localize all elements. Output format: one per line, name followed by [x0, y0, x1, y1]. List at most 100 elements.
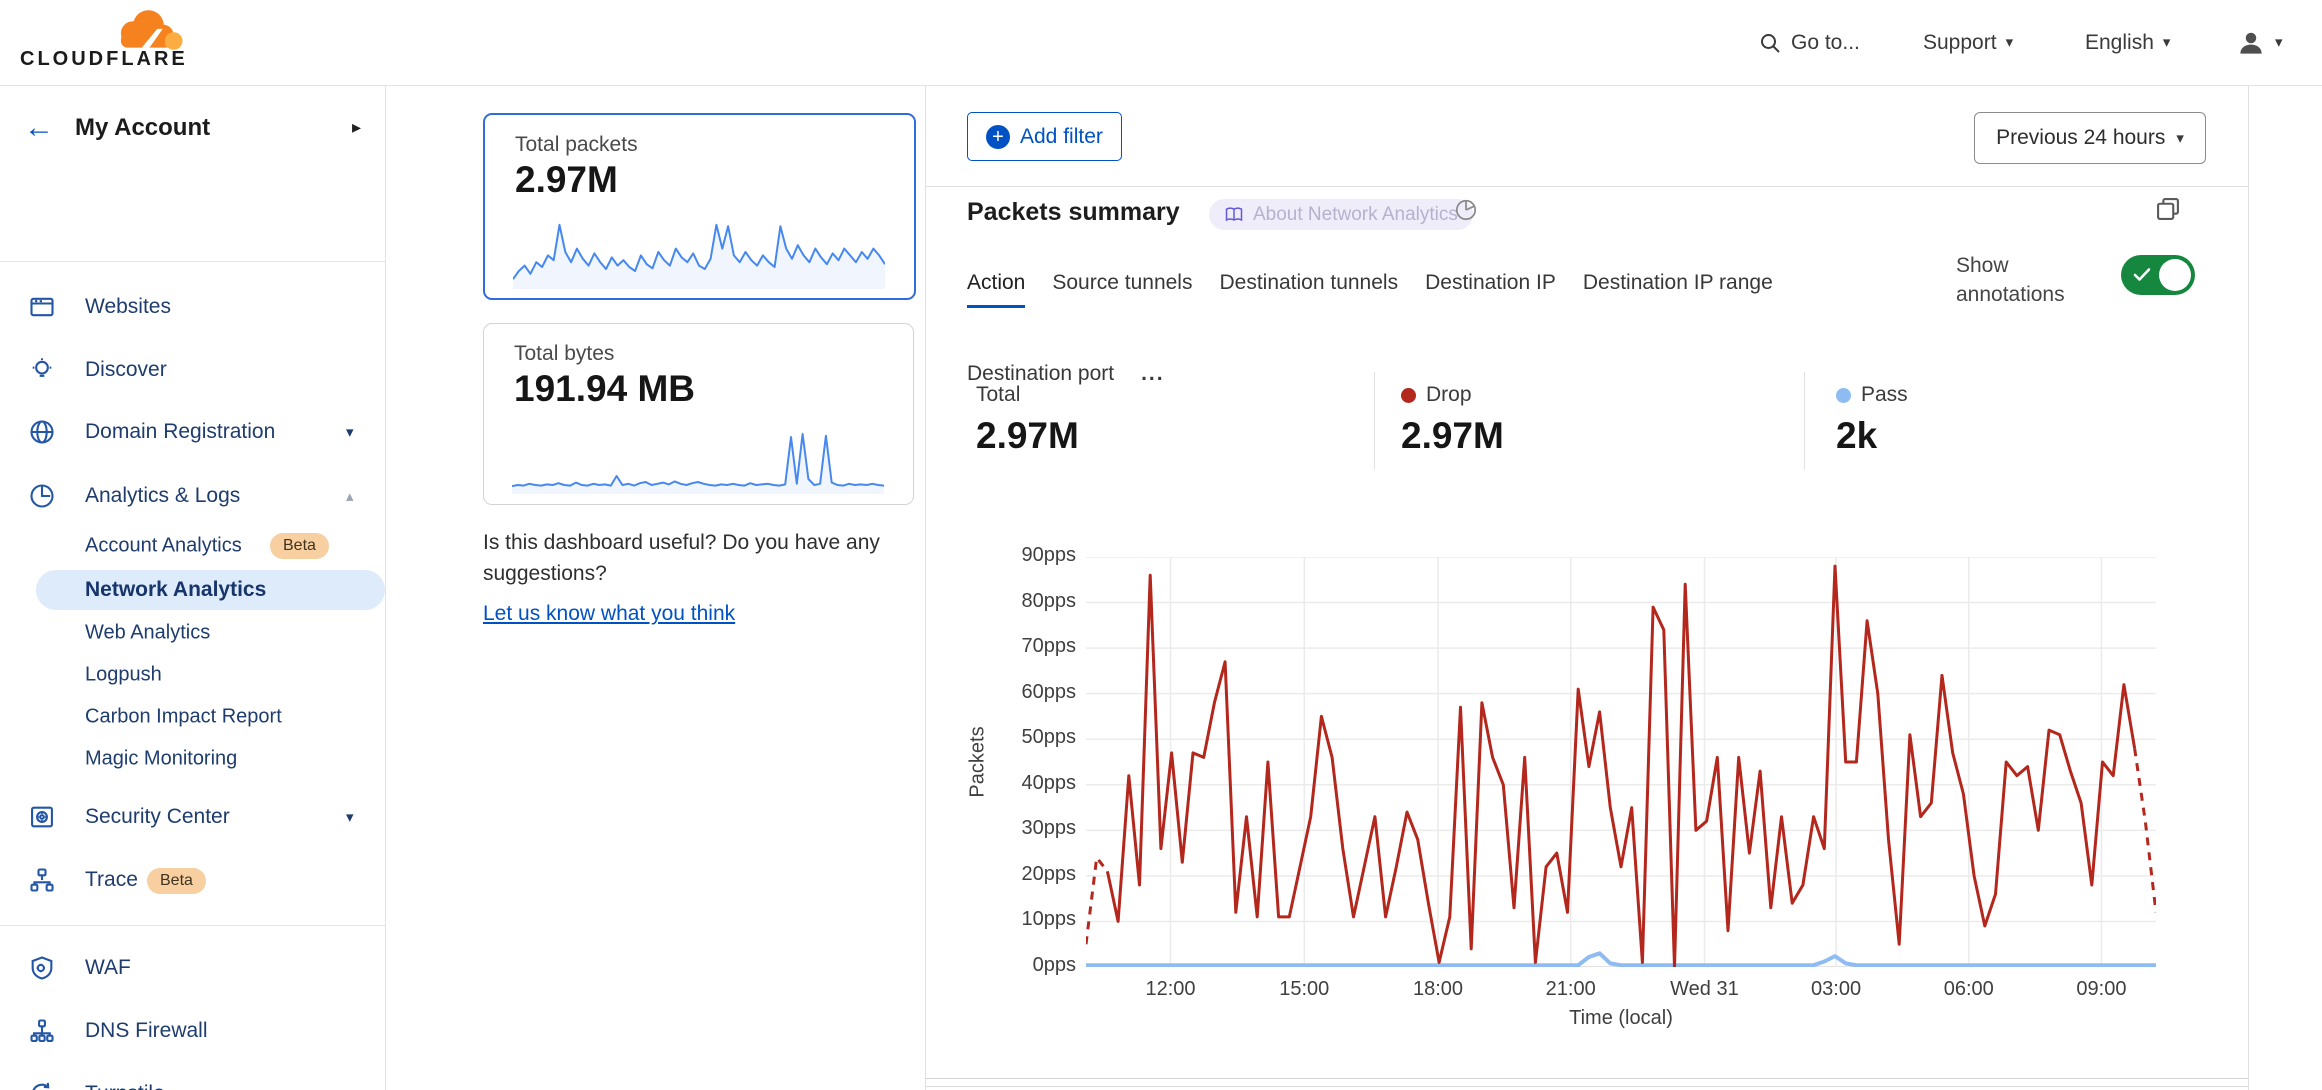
tab-action[interactable]: Action [967, 271, 1026, 308]
sidebar-item-label: Magic Monitoring [85, 747, 238, 770]
pie-chart-icon[interactable] [1453, 197, 1479, 223]
stat-total: Total 2.97M [976, 383, 1079, 457]
sidebar-item-magic-monitoring[interactable]: Magic Monitoring [0, 742, 384, 776]
x-tick: 21:00 [1545, 978, 1596, 1000]
divider [0, 925, 385, 926]
dimension-tabs-row2: Destination port ... [967, 362, 1165, 396]
support-menu[interactable]: Support ▾ [1923, 0, 2013, 85]
chart-plot-area[interactable] [1086, 557, 2156, 967]
tree-hierarchy-icon [30, 868, 54, 892]
account-header-row: ← My Account ▸ [0, 105, 385, 155]
stat-value: 2.97M [1401, 415, 1504, 456]
language-menu[interactable]: English ▾ [2085, 0, 2170, 85]
sidebar-item-logpush[interactable]: Logpush [0, 658, 384, 692]
divider [1804, 372, 1805, 470]
sidebar-item-trace[interactable]: Trace Beta [0, 857, 384, 903]
sidebar-item-label: Trace [85, 868, 138, 891]
feedback-text: Is this dashboard useful? Do you have an… [483, 527, 913, 629]
cloudflare-logo[interactable]: CLOUDFLARE [20, 6, 190, 78]
add-filter-button[interactable]: + Add filter [967, 112, 1122, 161]
sidebar-item-security-center[interactable]: Security Center ▾ [0, 794, 384, 840]
filter-toolbar: + Add filter Previous 24 hours ▾ [926, 85, 2248, 187]
plus-icon: + [986, 124, 1010, 149]
top-header: CLOUDFLARE Go to... Support ▾ English ▾ … [0, 0, 2322, 86]
packets-time-series-chart: Packets 90pps 80pps 70pps 60pps 50pps 40… [926, 520, 2248, 1040]
chevron-down-icon: ▾ [2162, 34, 2171, 51]
tab-destination-port[interactable]: Destination port [967, 362, 1115, 385]
expand-copy-icon[interactable] [2154, 195, 2182, 223]
total-packets-sparkline [513, 223, 885, 289]
sidebar-item-web-analytics[interactable]: Web Analytics [0, 616, 384, 650]
feedback-link[interactable]: Let us know what you think [483, 602, 736, 625]
sidebar-item-label: Discover [85, 358, 167, 381]
tab-destination-ip-range[interactable]: Destination IP range [1582, 271, 1773, 294]
sidebar-item-domain-registration[interactable]: Domain Registration ▾ [0, 409, 384, 455]
y-tick: 90pps [1021, 544, 1077, 566]
x-tick: 06:00 [1943, 978, 1994, 1000]
sidebar-item-label: Logpush [85, 663, 162, 686]
chevron-down-icon: ▾ [346, 809, 354, 826]
add-filter-label: Add filter [1020, 124, 1103, 148]
x-tick: Wed 31 [1670, 978, 1739, 1000]
total-packets-card[interactable]: Total packets 2.97M [483, 113, 916, 300]
y-tick: 70pps [1021, 635, 1077, 658]
sidebar-item-dns-firewall[interactable]: DNS Firewall [0, 1008, 384, 1054]
sidebar-item-websites[interactable]: Websites [0, 284, 384, 330]
panel-title: Packets summary [967, 198, 1180, 226]
y-tick: 0pps [1032, 954, 1076, 976]
sidebar-item-account-analytics[interactable]: Account Analytics Beta [0, 529, 384, 563]
chevron-up-icon: ▴ [346, 488, 354, 505]
sidebar-item-turnstile[interactable]: Turnstile [0, 1071, 384, 1090]
total-bytes-card[interactable]: Total bytes 191.94 MB [483, 323, 914, 505]
chevron-down-icon: ▾ [2176, 129, 2184, 147]
y-tick: 40pps [1021, 771, 1077, 794]
sidebar-item-analytics-logs[interactable]: Analytics & Logs ▴ [0, 473, 384, 519]
tab-more-ellipsis[interactable]: ... [1141, 362, 1165, 385]
divider [926, 1078, 2248, 1079]
tab-destination-tunnels[interactable]: Destination tunnels [1219, 271, 1399, 294]
sidebar-item-label: Turnstile [85, 1082, 165, 1090]
sidebar-item-carbon-impact-report[interactable]: Carbon Impact Report [0, 700, 384, 734]
sidebar-item-discover[interactable]: Discover [0, 347, 384, 393]
sidebar-item-waf[interactable]: WAF [0, 945, 384, 991]
logo-wordmark: CLOUDFLARE [20, 48, 188, 70]
main-panel: + Add filter Previous 24 hours ▾ Packets… [925, 85, 2249, 1090]
time-range-label: Previous 24 hours [1996, 126, 2166, 149]
search-icon [1761, 33, 1780, 53]
sidebar-item-label: Web Analytics [85, 621, 211, 644]
account-menu[interactable]: ▾ [2236, 0, 2283, 85]
time-range-dropdown[interactable]: Previous 24 hours ▾ [1974, 112, 2206, 164]
language-label: English [2085, 30, 2154, 54]
stat-label: Pass [1861, 383, 1908, 406]
pie-chart-icon [30, 484, 54, 508]
about-network-analytics-badge[interactable]: About Network Analytics [1209, 199, 1473, 230]
lightbulb-icon [32, 358, 52, 377]
chevron-right-icon[interactable]: ▸ [352, 117, 362, 137]
show-annotations-toggle[interactable] [2121, 255, 2195, 295]
sidebar-item-label: Security Center [85, 805, 230, 828]
stat-value: 2.97M [976, 415, 1079, 456]
rotate-check-icon [32, 1082, 50, 1090]
sidebar-item-label: Account Analytics [85, 534, 242, 557]
sidebar: ← My Account ▸ Websites Discover Domain … [0, 85, 386, 1090]
toggle-knob [2159, 259, 2191, 291]
beta-badge: Beta [270, 533, 329, 559]
sidebar-item-network-analytics[interactable]: Network Analytics [36, 570, 385, 610]
divider [0, 261, 385, 262]
x-tick: 15:00 [1279, 978, 1330, 1000]
card-label: Total packets [515, 133, 638, 156]
account-title: My Account [75, 114, 211, 141]
back-arrow-icon[interactable]: ← [24, 111, 54, 144]
tab-source-tunnels[interactable]: Source tunnels [1052, 271, 1193, 294]
goto-search[interactable]: Go to... [1758, 0, 1860, 85]
user-icon [2240, 32, 2262, 54]
tab-destination-ip[interactable]: Destination IP [1425, 271, 1556, 294]
browser-window-icon [30, 297, 54, 317]
sidebar-item-label: Websites [85, 295, 171, 318]
sidebar-item-label: Network Analytics [85, 578, 267, 601]
x-tick: 03:00 [1811, 978, 1862, 1000]
show-annotations-label: Show annotations [1956, 254, 2065, 306]
safe-icon [31, 806, 53, 828]
stat-label: Drop [1426, 383, 1472, 406]
stat-value: 2k [1836, 415, 1878, 456]
